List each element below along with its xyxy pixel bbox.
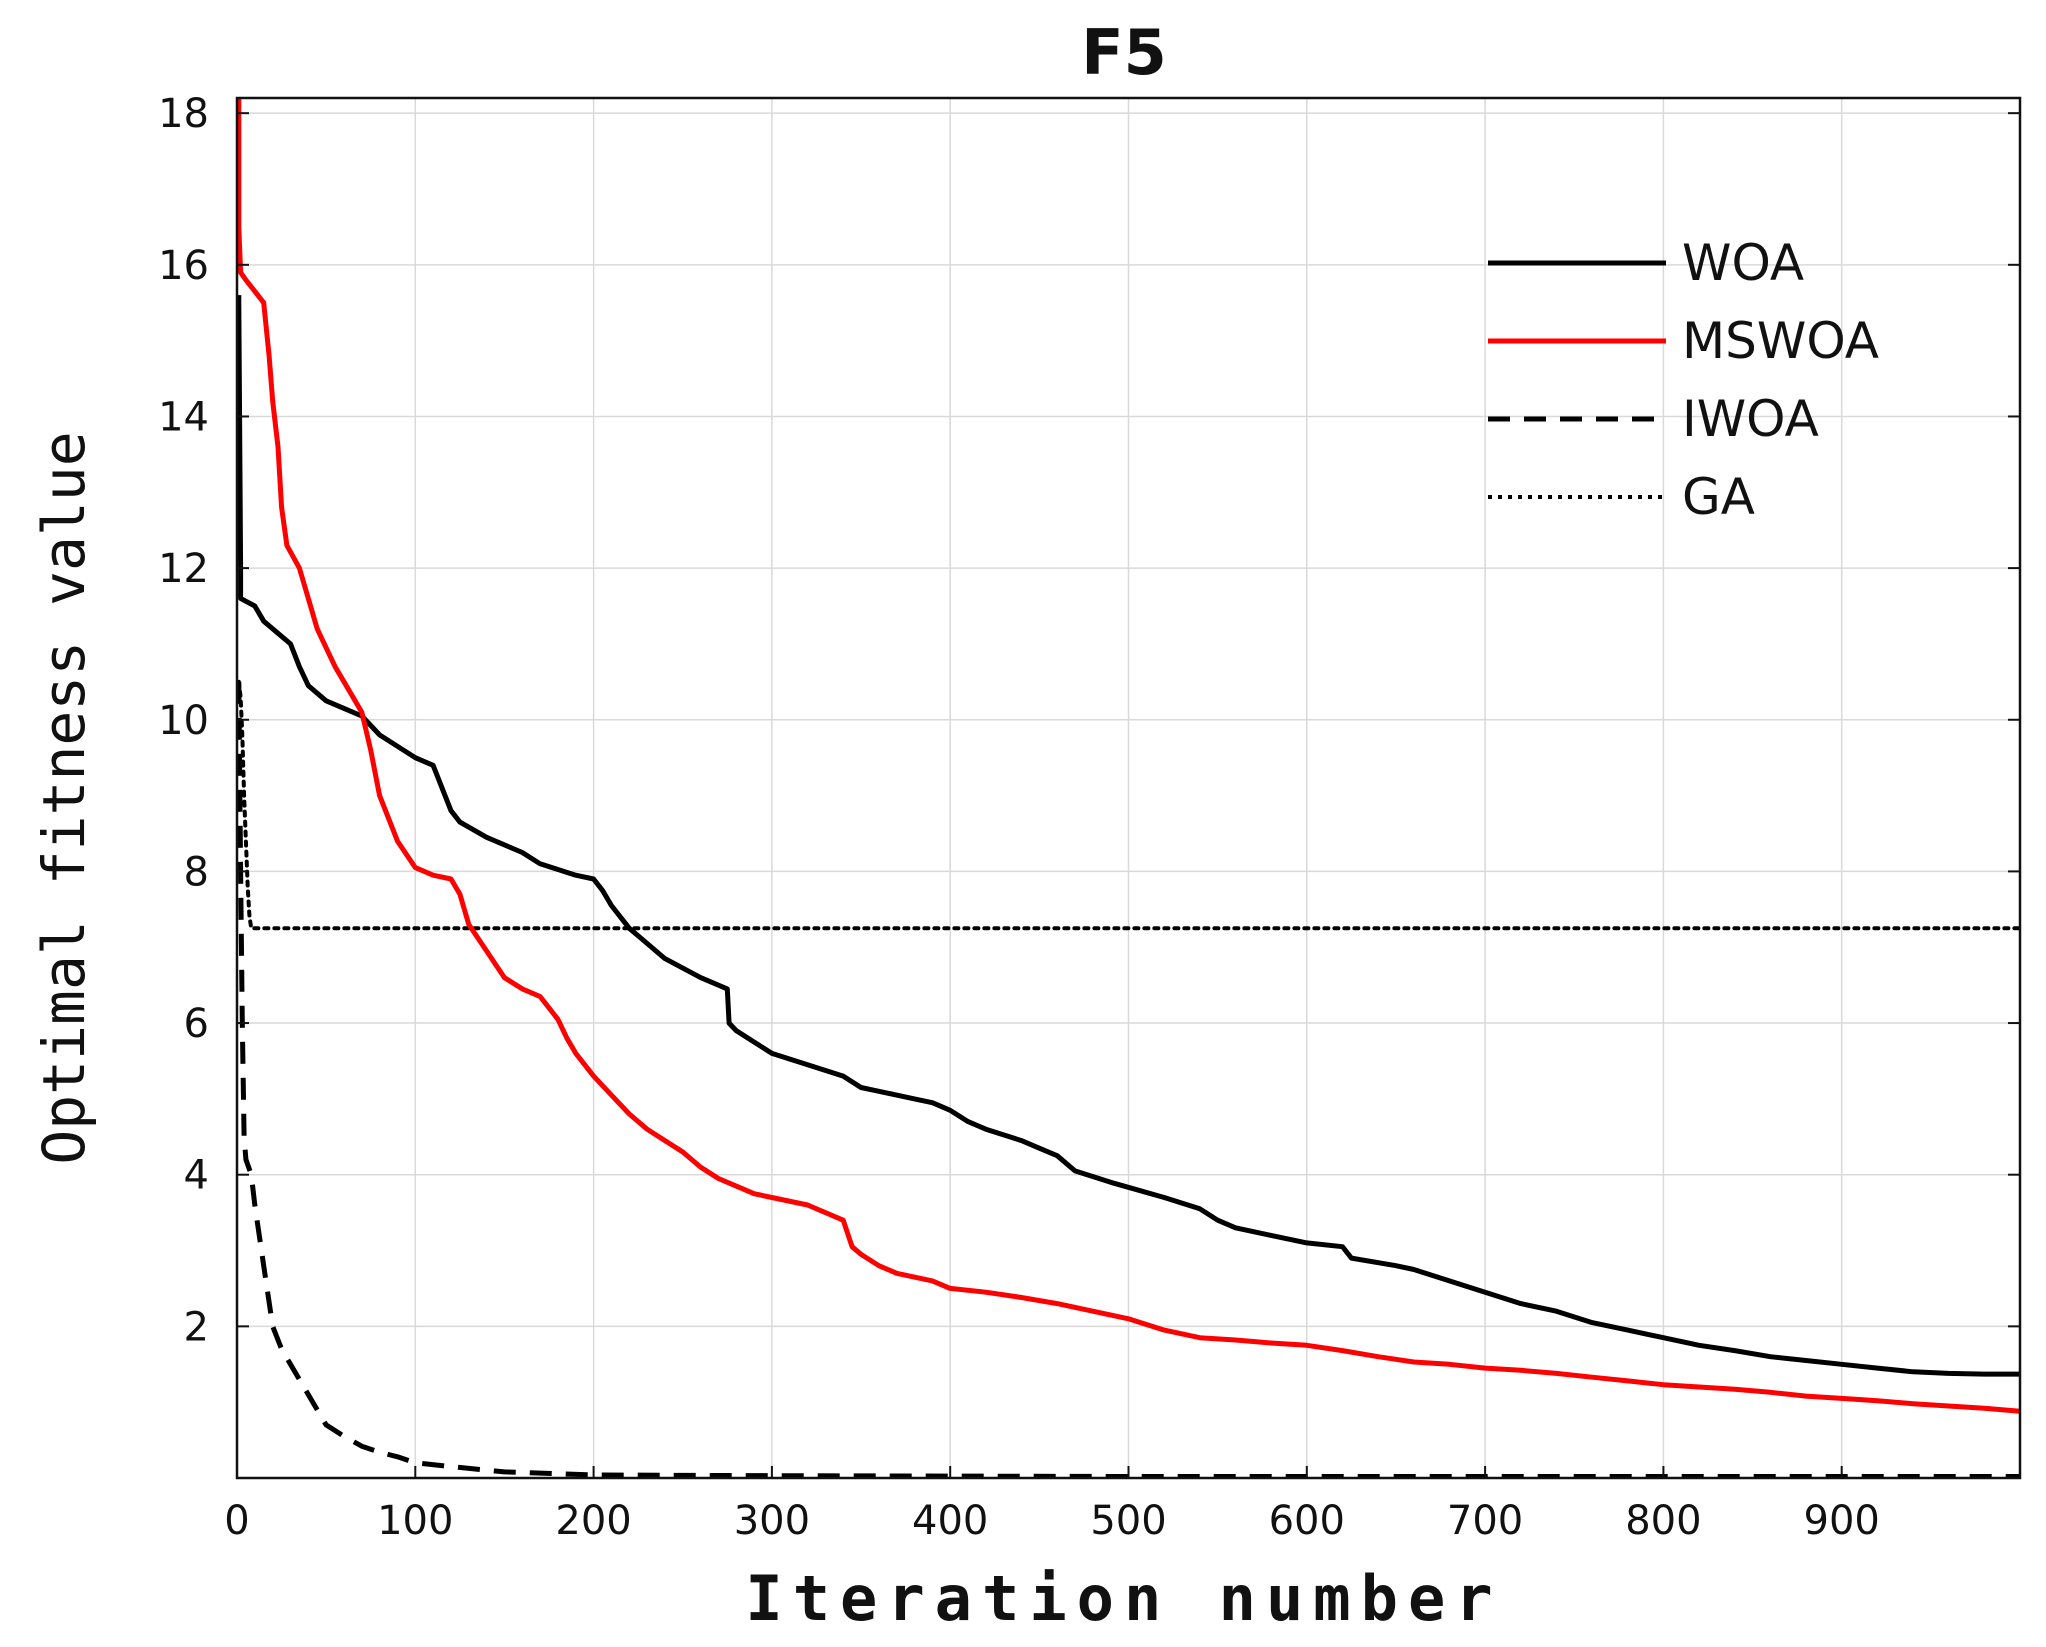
y-tick-label: 2 xyxy=(184,1304,209,1350)
grid-lines xyxy=(236,98,2020,1478)
series-line-mswoa xyxy=(236,98,2021,1414)
y-tick-label: 10 xyxy=(158,698,209,744)
x-tick-label: 100 xyxy=(377,1498,453,1544)
y-tick-label: 6 xyxy=(184,1001,209,1047)
y-axis-label: Optimal fitness value xyxy=(30,431,98,1164)
y-axis-ticks: 2 4 6 8 10 12 14 16 18 xyxy=(158,91,2020,1350)
y-tick-label: 8 xyxy=(184,849,209,895)
y-tick-label: 14 xyxy=(158,394,209,440)
series-line-ga xyxy=(236,679,2022,931)
y-tick-label: 12 xyxy=(158,546,209,592)
x-tick-label: 800 xyxy=(1625,1498,1701,1544)
series-line-iwoa xyxy=(236,681,2020,1479)
x-axis-label: Iteration number xyxy=(745,1562,1502,1635)
x-axis-ticks: 0 100 200 300 400 500 600 700 800 900 xyxy=(224,1466,1880,1544)
legend-label-iwoa: IWOA xyxy=(1682,390,1819,448)
legend: WOA MSWOA IWOA GA xyxy=(1488,234,1879,526)
x-tick-label: 700 xyxy=(1447,1498,1523,1544)
series-lines xyxy=(236,98,2022,1479)
series-line-woa xyxy=(236,295,2020,1377)
y-tick-label: 16 xyxy=(158,243,209,289)
x-tick-label: 400 xyxy=(912,1498,988,1544)
legend-label-mswoa: MSWOA xyxy=(1682,312,1879,370)
chart-title: F5 xyxy=(1081,16,1167,89)
x-tick-label: 200 xyxy=(555,1498,631,1544)
y-tick-label: 4 xyxy=(184,1153,209,1199)
x-tick-label: 900 xyxy=(1804,1498,1880,1544)
y-tick-label: 18 xyxy=(158,91,209,137)
legend-label-ga: GA xyxy=(1682,468,1755,526)
x-tick-label: 600 xyxy=(1269,1498,1345,1544)
x-tick-label: 0 xyxy=(224,1498,249,1544)
x-tick-label: 300 xyxy=(734,1498,810,1544)
x-tick-label: 500 xyxy=(1090,1498,1166,1544)
legend-label-woa: WOA xyxy=(1682,234,1804,292)
